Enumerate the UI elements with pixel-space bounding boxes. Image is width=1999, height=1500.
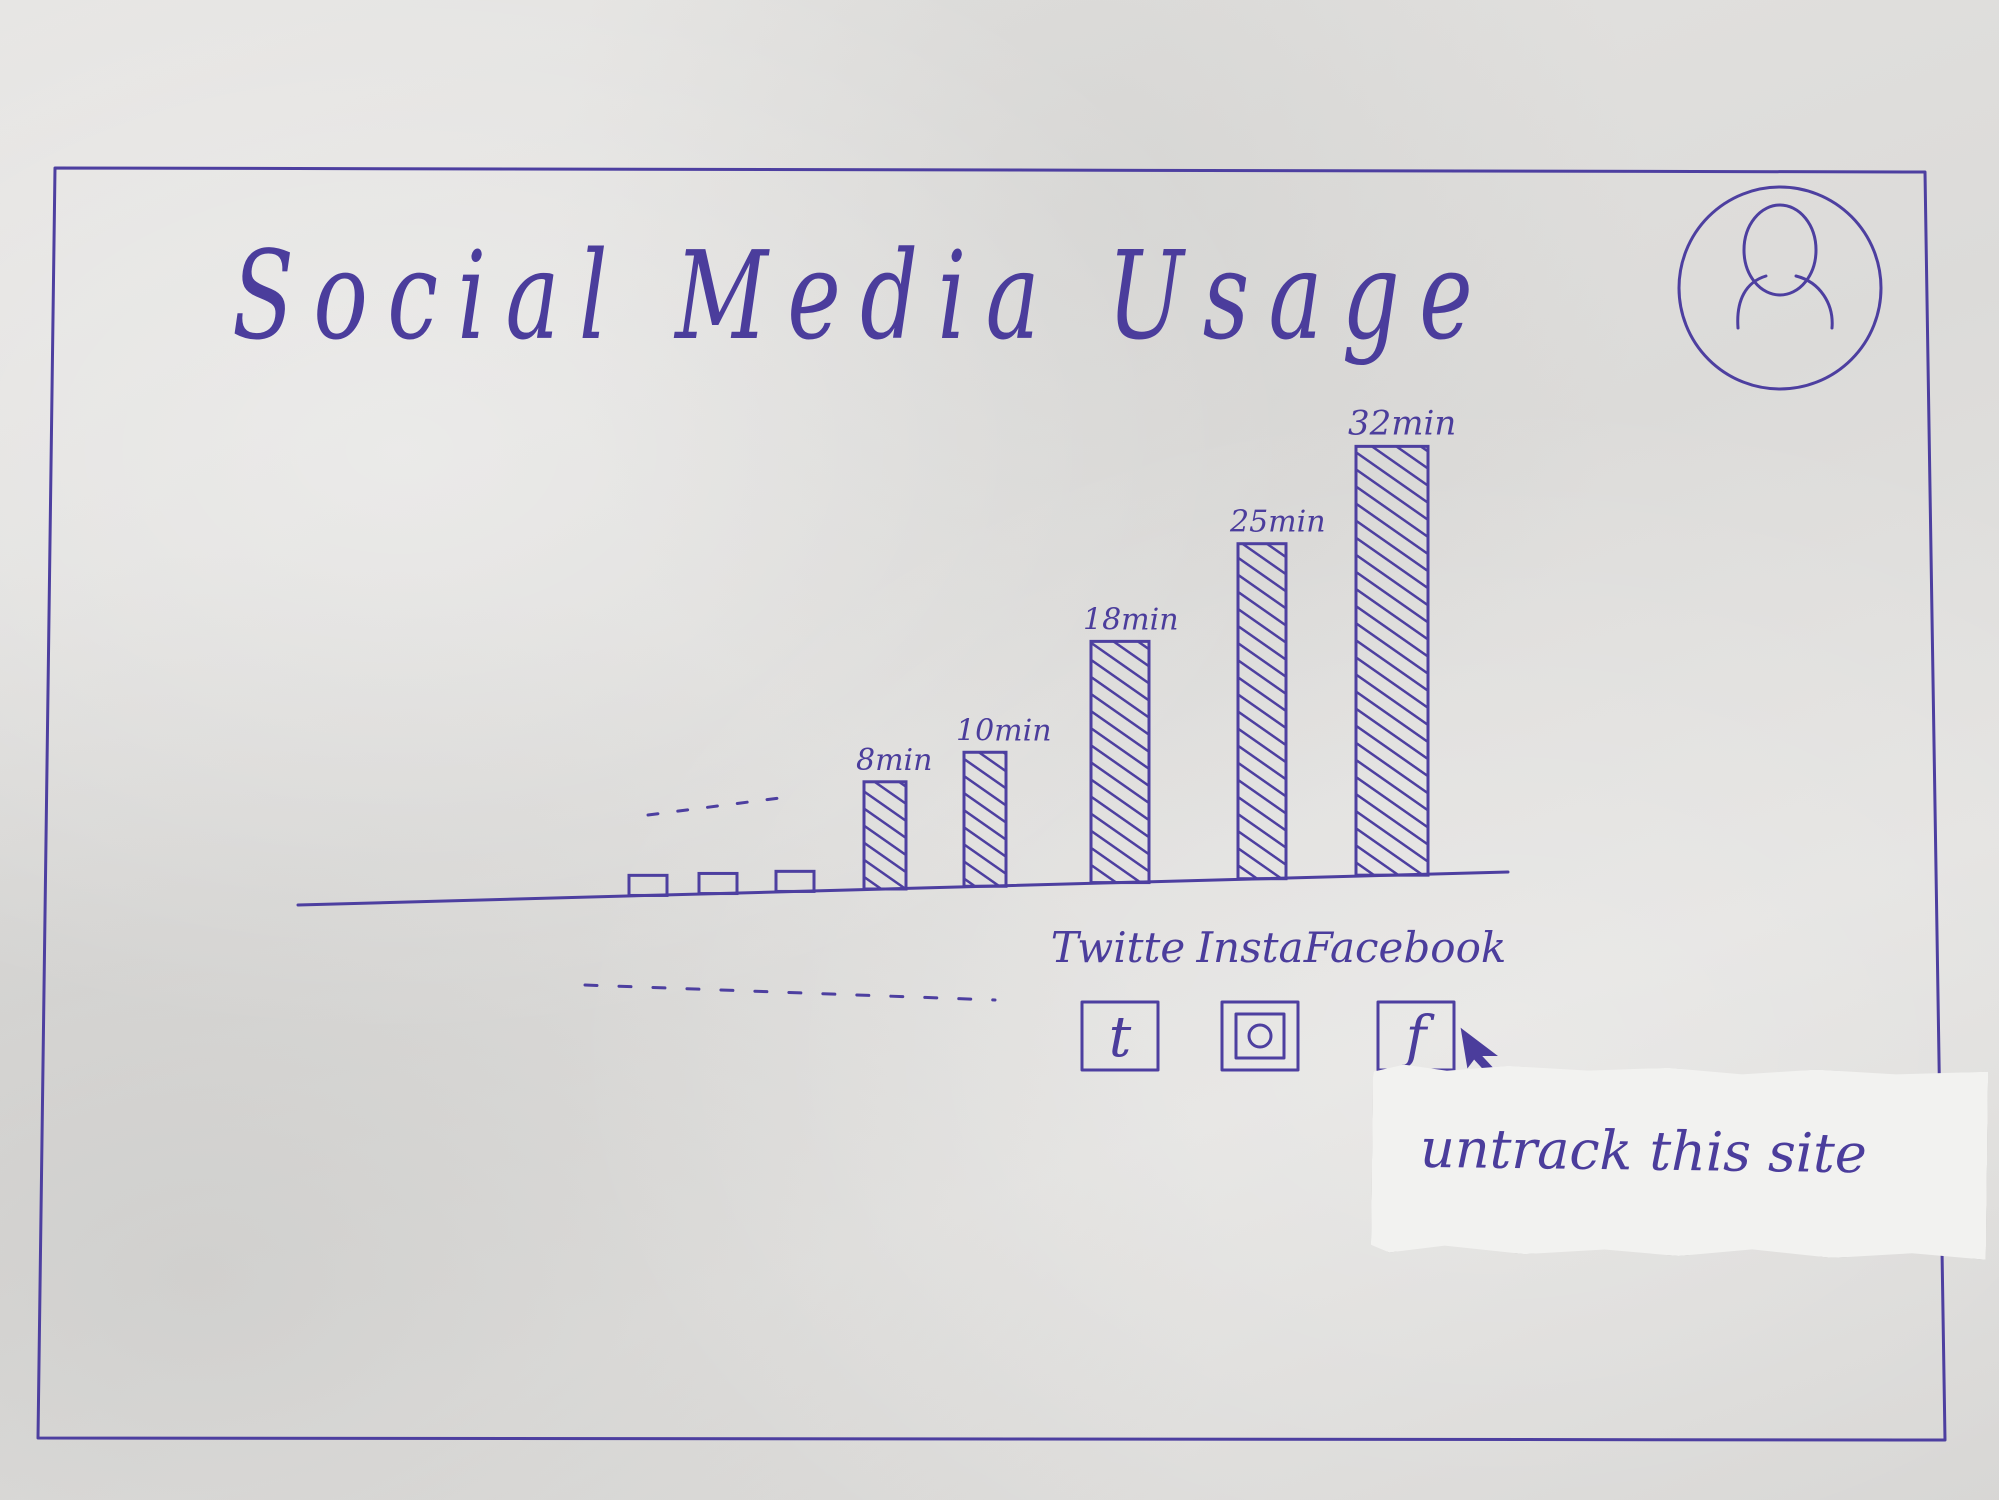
bar xyxy=(862,780,908,891)
bar-value-label: 32min xyxy=(1348,403,1456,443)
page-title: Social Media Usage xyxy=(232,225,1492,367)
cursor-icon xyxy=(1460,1027,1498,1073)
ellipsis-dashes xyxy=(646,794,797,817)
site-list: Twitte t Insta Facebook f xyxy=(1051,923,1507,1072)
bar-chart: 8min 10min 18min 25min 32min xyxy=(627,403,1456,897)
instagram-icon[interactable] xyxy=(1220,1000,1300,1072)
bar xyxy=(697,871,739,896)
bar xyxy=(627,873,669,897)
site-label: Insta xyxy=(1195,923,1303,972)
bar-value-label: 10min xyxy=(956,713,1052,748)
user-icon[interactable] xyxy=(1677,185,1883,391)
window-frame xyxy=(36,166,1947,1442)
bar xyxy=(962,750,1008,888)
twitter-icon[interactable]: t xyxy=(1080,1000,1160,1072)
bar xyxy=(774,869,816,893)
bar-value-label: 8min xyxy=(856,743,932,778)
bar xyxy=(1354,444,1430,877)
bar-value-label: 25min xyxy=(1229,505,1326,540)
svg-text:t: t xyxy=(1109,1005,1132,1070)
untrack-site-label: untrack this site xyxy=(1419,1116,1868,1186)
bar-value-label: 18min xyxy=(1083,602,1179,637)
site-label: Twitte xyxy=(1051,923,1186,972)
svg-text:f: f xyxy=(1402,1005,1436,1070)
bar xyxy=(1089,639,1151,885)
untrack-site-button[interactable]: untrack this site xyxy=(1371,1064,1988,1259)
bar xyxy=(1236,542,1288,881)
site-label: Facebook xyxy=(1303,923,1507,972)
ellipsis-dashes-lower xyxy=(583,983,997,1002)
facebook-icon[interactable]: f xyxy=(1376,1000,1456,1072)
